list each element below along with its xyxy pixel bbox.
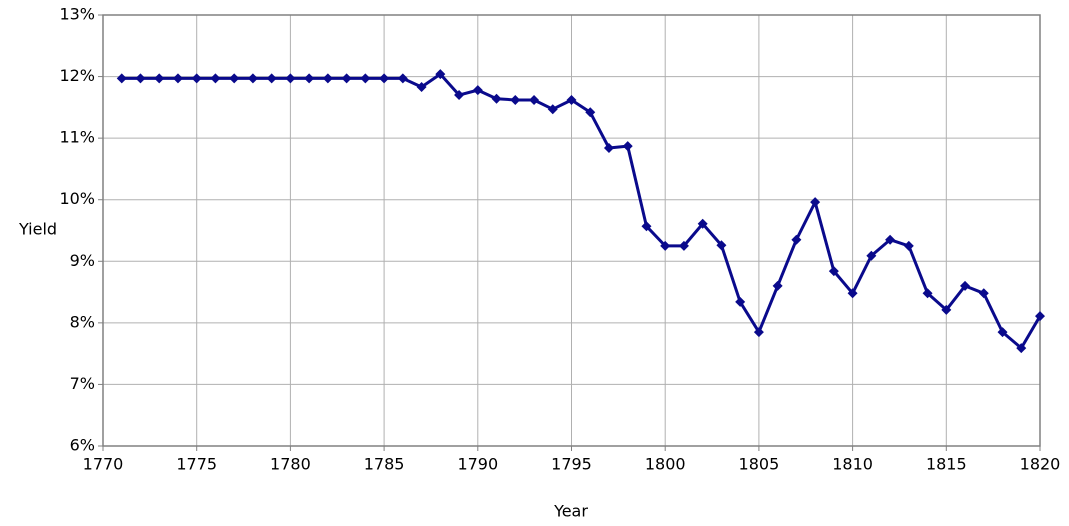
data-point bbox=[379, 73, 390, 84]
x-tick-label: 1805 bbox=[739, 455, 780, 474]
data-point bbox=[529, 94, 540, 105]
data-point bbox=[1016, 343, 1027, 354]
x-tick-label: 1790 bbox=[457, 455, 498, 474]
data-point bbox=[660, 240, 671, 251]
y-tick-label: 11% bbox=[59, 128, 95, 147]
data-point bbox=[678, 240, 689, 251]
data-point bbox=[791, 234, 802, 245]
y-tick-label: 9% bbox=[70, 251, 95, 270]
y-tick-label: 6% bbox=[70, 436, 95, 455]
data-point bbox=[454, 90, 465, 101]
data-point bbox=[828, 266, 839, 277]
data-point bbox=[697, 218, 708, 229]
x-tick-label: 1795 bbox=[551, 455, 592, 474]
x-tick-label: 1785 bbox=[364, 455, 405, 474]
data-point bbox=[191, 73, 202, 84]
data-point bbox=[322, 73, 333, 84]
data-point bbox=[772, 280, 783, 291]
data-point bbox=[585, 107, 596, 118]
data-point bbox=[810, 197, 821, 208]
data-point bbox=[997, 327, 1008, 338]
data-point bbox=[304, 73, 315, 84]
data-point bbox=[903, 240, 914, 251]
data-point bbox=[210, 73, 221, 84]
x-tick-label: 1775 bbox=[176, 455, 217, 474]
data-point bbox=[154, 73, 165, 84]
data-point bbox=[360, 73, 371, 84]
x-axis-label: Year bbox=[553, 502, 588, 521]
x-tick-label: 1820 bbox=[1020, 455, 1061, 474]
data-point bbox=[566, 94, 577, 105]
data-point bbox=[472, 85, 483, 96]
data-line bbox=[121, 72, 1042, 350]
data-point bbox=[135, 73, 146, 84]
data-point bbox=[341, 73, 352, 84]
data-point bbox=[978, 288, 989, 299]
y-tick-label: 7% bbox=[70, 374, 95, 393]
data-point bbox=[753, 327, 764, 338]
data-point bbox=[172, 73, 183, 84]
y-tick-label: 13% bbox=[59, 5, 95, 24]
x-tick-label: 1800 bbox=[645, 455, 686, 474]
data-point bbox=[266, 73, 277, 84]
data-point bbox=[547, 104, 558, 115]
data-point bbox=[866, 250, 877, 261]
plot-border bbox=[102, 14, 1041, 447]
data-point bbox=[491, 93, 502, 104]
data-point bbox=[510, 94, 521, 105]
y-tick-label: 8% bbox=[70, 312, 95, 331]
data-point bbox=[247, 73, 258, 84]
data-point bbox=[641, 221, 652, 232]
x-tick-label: 1780 bbox=[270, 455, 311, 474]
data-point bbox=[847, 288, 858, 299]
data-point bbox=[229, 73, 240, 84]
y-tick-label: 12% bbox=[59, 66, 95, 85]
data-point bbox=[922, 288, 933, 299]
data-point bbox=[603, 142, 614, 153]
data-point bbox=[735, 296, 746, 307]
data-point bbox=[716, 240, 727, 251]
data-point bbox=[941, 304, 952, 315]
x-tick-label: 1810 bbox=[832, 455, 873, 474]
data-point bbox=[285, 73, 296, 84]
data-point bbox=[397, 73, 408, 84]
data-point bbox=[116, 73, 127, 84]
x-tick-label: 1770 bbox=[83, 455, 124, 474]
y-tick-label: 10% bbox=[59, 189, 95, 208]
data-point bbox=[435, 69, 446, 80]
data-point bbox=[885, 234, 896, 245]
data-point bbox=[416, 82, 427, 93]
data-point bbox=[1035, 311, 1045, 322]
data-point bbox=[622, 141, 633, 152]
data-point bbox=[960, 280, 971, 291]
x-tick-label: 1815 bbox=[926, 455, 967, 474]
y-axis-label: Yield bbox=[18, 220, 57, 239]
